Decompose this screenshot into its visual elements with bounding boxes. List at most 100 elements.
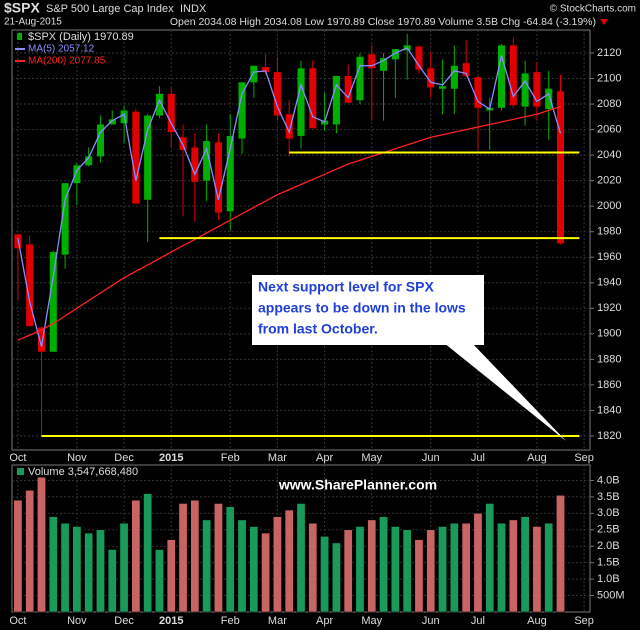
y-tick-label: 1820 (597, 430, 621, 442)
candle-body (85, 156, 93, 166)
candle-body (427, 68, 435, 88)
candle-body (250, 65, 258, 83)
volume-bar (13, 499, 23, 613)
down-arrow (600, 19, 608, 25)
x-tick-label: Sep (574, 615, 594, 627)
plot-area: 1820 1840 1860 1880 1900 1920 1940 1960 1980 2000… (9, 29, 625, 627)
candle-body (297, 68, 305, 136)
volume-bar (214, 503, 223, 613)
x-tick-label: May (361, 452, 382, 464)
volume-bar (284, 509, 294, 613)
candle-body (285, 114, 293, 139)
ma-line (17, 47, 562, 347)
y-tick-label: 1840 (597, 404, 621, 416)
y-tick-label: 2060 (597, 123, 621, 135)
x-tick-label: May (361, 615, 382, 627)
y-tick-label: 1960 (597, 251, 621, 263)
volume-bar (60, 522, 70, 613)
y-tick-label: 2.5B (597, 524, 620, 536)
y-tick-label: 2120 (597, 47, 621, 59)
legend-entry: MA(200) 2077.85 (28, 56, 106, 67)
y-tick-label: 1920 (597, 302, 621, 314)
candle-body (344, 75, 352, 103)
candle-body (273, 72, 281, 116)
index-name: S&P 500 Large Cap Index (46, 3, 174, 15)
volume-bar (461, 522, 471, 613)
candle-body (545, 88, 553, 110)
volume-bar (320, 536, 329, 613)
x-tick-label: Jun (422, 615, 440, 627)
x-tick-label: Feb (221, 452, 240, 464)
x-tick-label: Aug (527, 452, 547, 464)
annotation-line: from last October. (258, 321, 378, 337)
volume-bar (249, 526, 259, 613)
callout-pointer (444, 343, 566, 441)
volume-bar (520, 516, 530, 613)
candle-body (203, 141, 211, 181)
volume-bar (556, 495, 565, 613)
candle-body (73, 165, 81, 184)
legend-icon (17, 468, 24, 475)
y-tick-label: 1980 (597, 226, 621, 238)
x-tick-label: Mar (268, 452, 287, 464)
watermark: www.SharePlanner.com (278, 477, 437, 493)
candle-body (144, 115, 152, 200)
volume-label: Volume 3,547,668,480 (28, 466, 138, 478)
x-tick-label: Apr (316, 615, 333, 627)
exchange: INDX (180, 3, 207, 15)
candle-body (191, 147, 199, 182)
copyright: © StockCharts.com (550, 4, 636, 15)
candle-body (356, 56, 364, 101)
x-tick-label: Feb (221, 615, 240, 627)
y-tick-label: 1880 (597, 353, 621, 365)
volume-bar (202, 519, 212, 613)
volume-bar (508, 519, 518, 613)
x-tick-label: Oct (9, 452, 26, 464)
y-tick-label: 2040 (597, 149, 621, 161)
volume-bar (438, 526, 447, 613)
date: 21-Aug-2015 (4, 17, 62, 28)
x-tick-label: 2015 (159, 615, 183, 627)
x-tick-label: Nov (67, 452, 87, 464)
callout-box (252, 275, 484, 345)
x-tick-label: Jul (471, 615, 485, 627)
volume-bar (190, 499, 200, 613)
candle-body (497, 45, 506, 108)
x-tick-label: Dec (114, 615, 134, 627)
y-tick-label: 2020 (597, 175, 621, 187)
volume-bar (367, 519, 377, 613)
volume-bar (96, 529, 105, 613)
candle-body (439, 86, 447, 89)
y-tick-label: 3.0B (597, 507, 620, 519)
volume-bar (25, 490, 35, 613)
quote: Open 2034.08 High 2034.08 Low 1970.89 Cl… (170, 16, 596, 28)
x-tick-label: Mar (268, 615, 287, 627)
y-tick-label: 500M (597, 589, 625, 601)
candle-body (309, 68, 317, 129)
volume-bar (485, 503, 495, 613)
candle-body (368, 54, 376, 69)
candle-body (238, 82, 246, 139)
candle-body (132, 111, 140, 204)
candle-body (415, 46, 423, 70)
annotation-line: Next support level for SPX (258, 279, 434, 295)
volume-bar (544, 522, 554, 613)
y-tick-label: 2100 (597, 72, 621, 84)
legend-entry: MA(5) 2057.12 (28, 44, 95, 55)
y-tick-label: 2.0B (597, 540, 620, 552)
x-tick-label: 2015 (159, 452, 183, 464)
candle-body (167, 93, 175, 133)
x-tick-label: Apr (316, 452, 333, 464)
panel-frame (11, 29, 591, 451)
volume-bar (379, 516, 388, 613)
volume-bar (166, 539, 176, 613)
volume-bar (426, 529, 436, 613)
y-tick-label: 2000 (597, 200, 621, 212)
volume-bar (296, 503, 306, 613)
candle-body (533, 72, 541, 107)
symbol: $SPX (4, 0, 40, 16)
ma-line (17, 105, 561, 341)
x-tick-label: Dec (114, 452, 134, 464)
volume-bar (449, 522, 459, 613)
